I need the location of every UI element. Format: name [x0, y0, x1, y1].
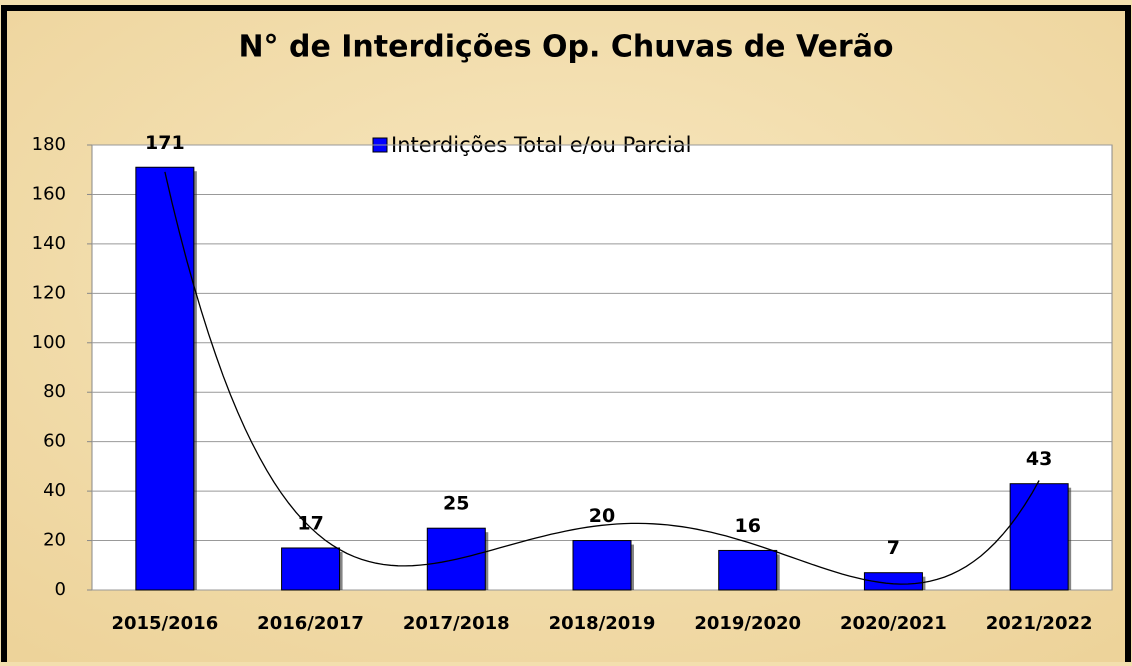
data-label: 7 — [887, 537, 900, 559]
data-label: 25 — [443, 493, 469, 515]
y-tick-label: 80 — [43, 381, 66, 402]
y-tick-label: 160 — [32, 183, 66, 204]
y-tick-label: 0 — [55, 579, 66, 600]
y-tick-label: 100 — [32, 332, 66, 353]
bar — [1009, 483, 1069, 591]
x-tick-label: 2021/2022 — [986, 613, 1093, 634]
x-tick-label: 2019/2020 — [694, 613, 801, 634]
data-label: 16 — [734, 515, 760, 537]
bar — [281, 547, 341, 591]
x-tick-label: 2016/2017 — [257, 613, 364, 634]
y-tick-label: 60 — [43, 431, 66, 452]
y-tick-label: 140 — [32, 233, 66, 254]
y-tick-label: 40 — [43, 480, 66, 501]
bar — [135, 166, 195, 591]
x-tick-label: 2017/2018 — [403, 613, 510, 634]
data-label: 20 — [589, 505, 615, 527]
bar — [572, 540, 632, 591]
data-label: 171 — [145, 132, 185, 154]
data-label: 43 — [1026, 448, 1052, 470]
chart-title: N° de Interdições Op. Chuvas de Verão — [238, 30, 893, 65]
x-tick-label: 2015/2016 — [111, 613, 218, 634]
trendline — [164, 171, 1040, 585]
x-tick-label: 2020/2021 — [840, 613, 947, 634]
plot-area — [91, 144, 1113, 591]
data-label: 17 — [297, 512, 323, 534]
y-tick-label: 20 — [43, 530, 66, 551]
bar — [718, 549, 778, 591]
bar — [863, 572, 923, 591]
y-tick-label: 120 — [32, 282, 66, 303]
x-tick-label: 2018/2019 — [549, 613, 656, 634]
y-tick-label: 180 — [32, 134, 66, 155]
